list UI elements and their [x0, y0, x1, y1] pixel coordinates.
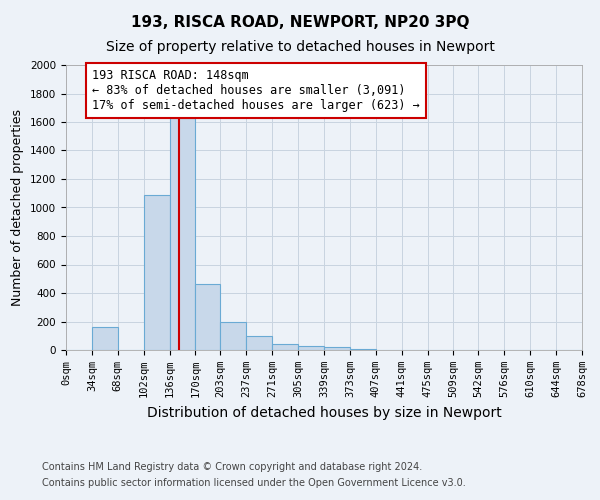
Bar [143, 194, 170, 350]
Bar [272, 344, 298, 350]
Bar [196, 284, 220, 350]
Bar [324, 347, 350, 350]
Bar [298, 346, 324, 350]
Y-axis label: Number of detached properties: Number of detached properties [11, 109, 25, 306]
Bar [92, 327, 118, 350]
Text: 193, RISCA ROAD, NEWPORT, NP20 3PQ: 193, RISCA ROAD, NEWPORT, NP20 3PQ [131, 15, 469, 30]
Bar [350, 348, 376, 350]
Bar [247, 336, 272, 350]
Bar [220, 322, 247, 350]
Text: Contains public sector information licensed under the Open Government Licence v3: Contains public sector information licen… [42, 478, 466, 488]
Bar [170, 118, 196, 350]
Text: Size of property relative to detached houses in Newport: Size of property relative to detached ho… [106, 40, 494, 54]
Text: 193 RISCA ROAD: 148sqm
← 83% of detached houses are smaller (3,091)
17% of semi-: 193 RISCA ROAD: 148sqm ← 83% of detached… [92, 70, 419, 112]
X-axis label: Distribution of detached houses by size in Newport: Distribution of detached houses by size … [146, 406, 502, 419]
Text: Contains HM Land Registry data © Crown copyright and database right 2024.: Contains HM Land Registry data © Crown c… [42, 462, 422, 472]
